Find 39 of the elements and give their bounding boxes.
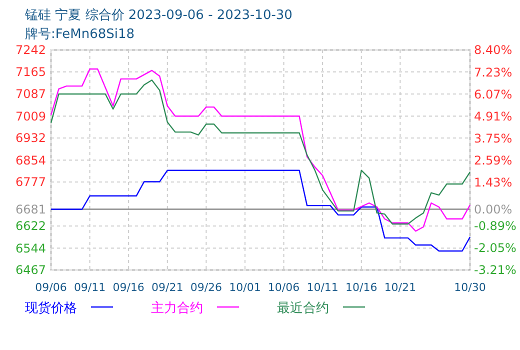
y2-tick-label: 8.40% [474,43,512,58]
x-tick-label: 09/06 [35,281,67,294]
legend-label: 主力合约 [151,300,203,316]
x-tick-label: 10/11 [306,281,338,294]
y-tick-label: 7165 [15,65,46,80]
y2-tick-label: 6.07% [474,87,512,102]
y-tick-label: 6681 [15,202,46,216]
x-tick-label: 10/30 [454,281,486,294]
chart-title: 锰硅 宁夏 综合价 2023-09-06 - 2023-10-30 [24,7,292,23]
y-tick-label: 6854 [15,153,46,168]
y2-tick-label: 2.59% [474,153,512,168]
x-tick-label: 09/16 [112,281,144,294]
x-tick-label: 10/16 [346,281,378,294]
y2-tick-label: -2.05% [474,241,516,256]
y-tick-label: 6544 [15,241,46,256]
x-tick-label: 09/21 [152,281,184,294]
x-tick-label: 10/21 [384,281,416,294]
y-tick-label: 7009 [15,109,46,124]
x-tick-label: 09/26 [190,281,222,294]
y2-tick-label: -0.89% [474,219,516,234]
y-tick-label: 6622 [15,219,46,234]
y-tick-label: 6467 [15,263,46,278]
y2-tick-label: 7.23% [474,65,512,80]
y-tick-label: 6777 [15,175,46,190]
y2-tick-label: 0.00% [474,202,512,216]
y-tick-label: 7087 [15,87,46,102]
y-tick-label: 7242 [15,43,46,58]
y2-tick-label: 3.75% [474,131,512,146]
y2-tick-label: -3.21% [474,263,516,278]
y2-tick-label: 1.43% [474,175,512,190]
x-tick-label: 10/01 [229,281,261,294]
legend-label: 最近合约 [277,301,329,316]
legend-label: 现货价格 [25,301,77,316]
y2-tick-label: 4.91% [474,109,512,124]
x-tick-label: 09/11 [74,281,106,294]
line-series [50,170,471,252]
x-tick-label: 10/06 [268,281,300,294]
y-tick-label: 6932 [15,131,46,146]
chart-subtitle: 牌号:FeMn68Si18 [25,27,135,42]
